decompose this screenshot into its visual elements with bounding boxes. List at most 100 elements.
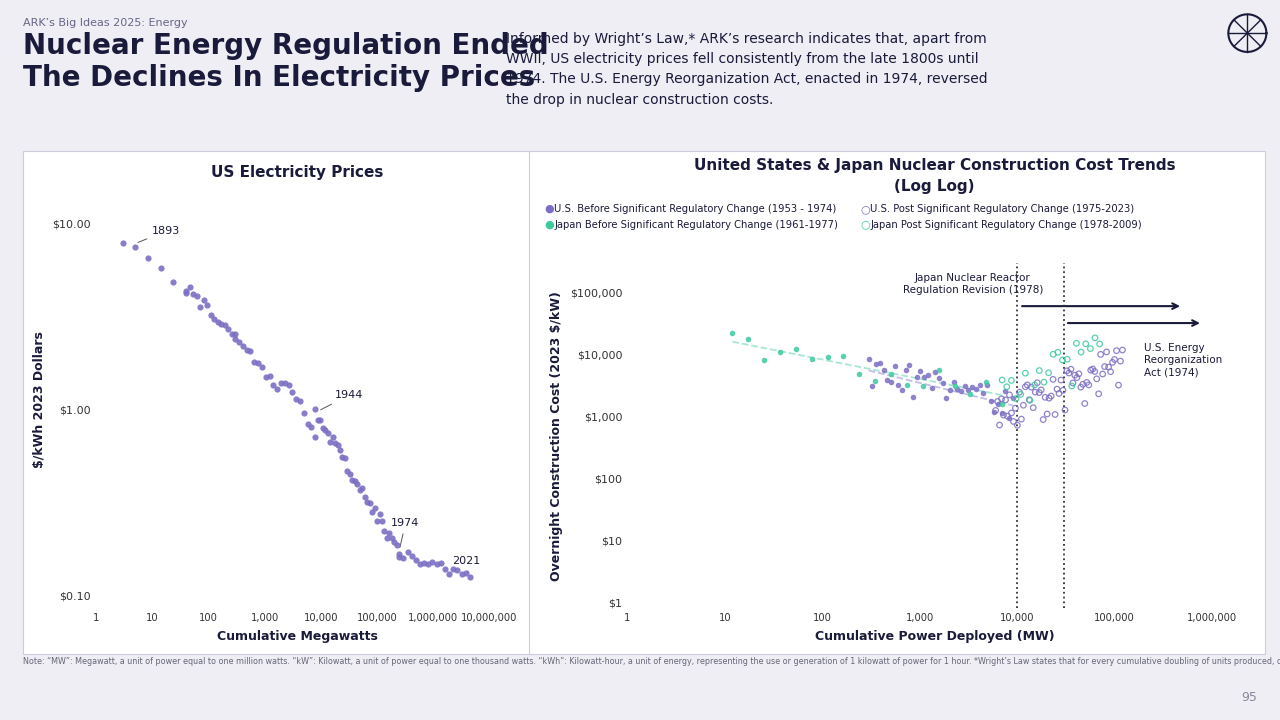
Point bbox=[940, 384, 960, 395]
Point bbox=[977, 377, 997, 388]
Point bbox=[1097, 346, 1117, 358]
Point bbox=[443, 564, 463, 575]
Point bbox=[330, 444, 351, 456]
Point bbox=[1006, 393, 1027, 405]
Point bbox=[906, 372, 927, 383]
Text: ARK’s Big Ideas 2025: Energy: ARK’s Big Ideas 2025: Energy bbox=[23, 18, 188, 28]
Point bbox=[310, 414, 330, 426]
Point bbox=[884, 360, 905, 372]
Point bbox=[998, 412, 1019, 423]
Point bbox=[1066, 338, 1087, 349]
Point bbox=[413, 557, 434, 569]
Point bbox=[201, 310, 221, 321]
Point bbox=[965, 384, 986, 395]
Point bbox=[179, 282, 200, 293]
Point bbox=[1105, 354, 1125, 365]
Point bbox=[769, 346, 790, 357]
Point bbox=[859, 354, 879, 365]
Point bbox=[1055, 404, 1075, 415]
Point bbox=[163, 276, 183, 288]
Point bbox=[289, 396, 310, 408]
Point bbox=[914, 371, 934, 382]
Point bbox=[1084, 332, 1105, 343]
Point bbox=[1029, 387, 1050, 398]
Point bbox=[241, 346, 261, 357]
Point bbox=[951, 384, 972, 396]
Point bbox=[197, 299, 218, 310]
Point bbox=[328, 440, 348, 451]
Point bbox=[1051, 374, 1071, 386]
Point bbox=[175, 286, 196, 297]
Point bbox=[360, 498, 380, 509]
Point bbox=[268, 384, 288, 395]
Point bbox=[362, 506, 383, 518]
Point bbox=[183, 288, 204, 300]
Point bbox=[305, 431, 325, 443]
Point bbox=[175, 287, 196, 299]
Point bbox=[349, 484, 370, 495]
Point bbox=[1080, 364, 1101, 376]
Point bbox=[229, 336, 250, 348]
Point bbox=[430, 557, 451, 569]
Point bbox=[352, 482, 372, 493]
Point bbox=[334, 452, 355, 464]
Point bbox=[1088, 388, 1108, 400]
Point bbox=[256, 372, 276, 383]
Point bbox=[187, 290, 207, 302]
Point bbox=[1075, 338, 1096, 350]
Point bbox=[315, 424, 335, 436]
Point bbox=[932, 377, 952, 389]
Point bbox=[285, 393, 306, 405]
Point bbox=[204, 313, 224, 325]
Point bbox=[1015, 367, 1036, 379]
Point bbox=[419, 559, 439, 570]
Point bbox=[1112, 344, 1133, 356]
Point bbox=[1036, 392, 1056, 403]
Point bbox=[929, 372, 950, 384]
Point bbox=[397, 546, 417, 558]
Point bbox=[237, 344, 257, 356]
Point bbox=[426, 559, 447, 570]
Point bbox=[293, 408, 314, 419]
Point bbox=[973, 387, 993, 399]
Point bbox=[323, 431, 343, 443]
Text: Informed by Wright’s Law,* ARK’s research indicates that, apart from
WWII, US el: Informed by Wright’s Law,* ARK’s researc… bbox=[506, 32, 987, 107]
Point bbox=[969, 379, 989, 391]
Point bbox=[892, 384, 913, 395]
Point bbox=[1094, 361, 1115, 372]
Point bbox=[959, 384, 979, 396]
Point bbox=[1083, 364, 1103, 375]
Point bbox=[389, 552, 410, 563]
Point bbox=[1012, 400, 1033, 411]
Point bbox=[961, 382, 982, 393]
Point bbox=[207, 316, 228, 328]
Point bbox=[1062, 377, 1083, 389]
Point bbox=[244, 356, 265, 367]
Point bbox=[422, 556, 443, 567]
Point bbox=[910, 365, 931, 377]
Point bbox=[1002, 392, 1023, 403]
Point bbox=[1010, 389, 1030, 400]
Point bbox=[225, 333, 246, 345]
Point bbox=[1011, 413, 1032, 425]
Point bbox=[221, 329, 242, 341]
Point bbox=[1001, 374, 1021, 386]
X-axis label: Cumulative Power Deployed (MW): Cumulative Power Deployed (MW) bbox=[814, 630, 1055, 643]
Point bbox=[1098, 361, 1119, 373]
Point bbox=[374, 526, 394, 537]
Text: Nuclear Energy Regulation Ended
The Declines In Electricity Prices: Nuclear Energy Regulation Ended The Decl… bbox=[23, 32, 549, 91]
Point bbox=[1009, 387, 1029, 398]
Point bbox=[1101, 366, 1121, 377]
Point bbox=[337, 466, 357, 477]
Text: Japan Before Significant Regulatory Change (1961-1977): Japan Before Significant Regulatory Chan… bbox=[554, 220, 838, 230]
Point bbox=[305, 403, 325, 415]
Point bbox=[997, 410, 1018, 422]
Point bbox=[993, 409, 1014, 420]
Point bbox=[865, 376, 886, 387]
Point bbox=[460, 572, 480, 583]
Text: ○: ○ bbox=[860, 220, 870, 230]
Point bbox=[1066, 372, 1087, 383]
Text: Note: “MW”: Megawatt, a unit of power equal to one million watts. “kW”: Kilowatt: Note: “MW”: Megawatt, a unit of power eq… bbox=[23, 657, 1280, 665]
Point bbox=[248, 357, 269, 369]
Point bbox=[928, 364, 948, 376]
